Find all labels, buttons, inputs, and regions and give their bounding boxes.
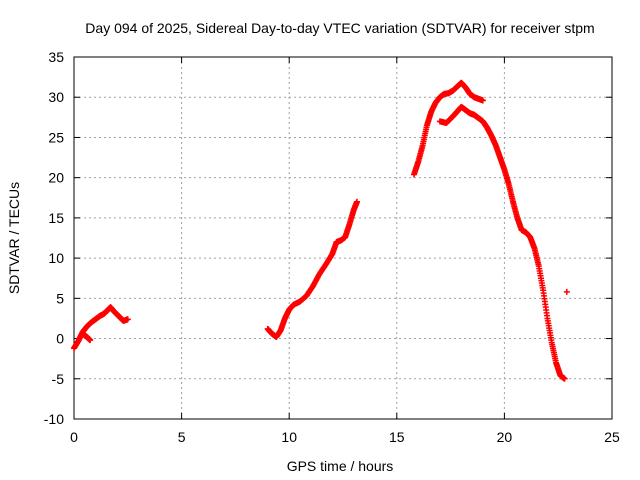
x-tick-labels: 0 5 10 15 20 25 xyxy=(70,429,620,445)
data-point xyxy=(353,198,360,205)
x-axis-label: GPS time / hours xyxy=(287,458,394,474)
x-tick-label: 5 xyxy=(178,429,186,445)
plot-frame xyxy=(73,56,613,420)
y-tick-label: 15 xyxy=(48,210,64,226)
x-tick-label: 15 xyxy=(389,429,405,445)
y-tick-label: -5 xyxy=(52,371,65,387)
y-tick-label: 0 xyxy=(56,331,64,347)
data-point xyxy=(561,375,568,382)
axis-ticks xyxy=(73,56,613,420)
y-tick-label: -10 xyxy=(44,411,64,427)
data-point xyxy=(124,316,131,323)
data-point xyxy=(479,97,486,104)
y-tick-labels: -10 -5 0 5 10 15 20 25 30 35 xyxy=(44,49,64,427)
y-tick-label: 30 xyxy=(48,89,64,105)
y-tick-label: 25 xyxy=(48,129,64,145)
x-tick-label: 20 xyxy=(497,429,513,445)
chart-title: Day 094 of 2025, Sidereal Day-to-day VTE… xyxy=(85,20,594,36)
data-point xyxy=(87,337,94,344)
x-tick-label: 10 xyxy=(281,429,297,445)
data-points xyxy=(71,79,570,382)
y-tick-label: 10 xyxy=(48,250,64,266)
data-point-isolated xyxy=(563,288,570,295)
x-tick-label: 0 xyxy=(70,429,78,445)
y-tick-label: 35 xyxy=(48,49,64,65)
x-tick-label: 25 xyxy=(604,429,620,445)
y-tick-label: 5 xyxy=(56,290,64,306)
y-tick-label: 20 xyxy=(48,170,64,186)
grid-lines xyxy=(74,57,612,419)
y-axis-label: SDTVAR / TECUs xyxy=(6,182,22,294)
